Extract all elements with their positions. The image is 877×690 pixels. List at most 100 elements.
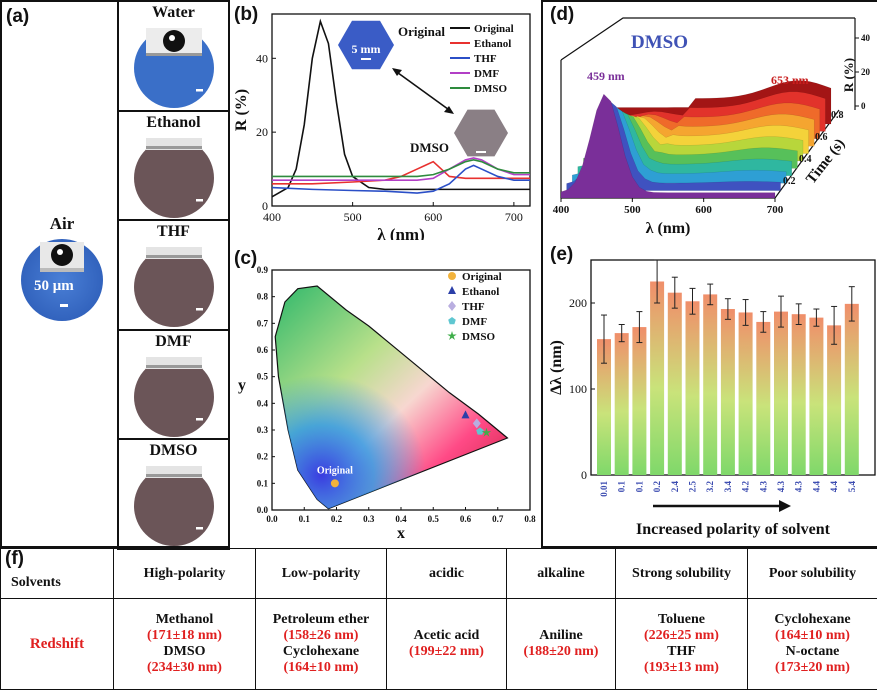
peak-label-blue: 459 nm (587, 69, 625, 83)
x-tick-label: 4.3 (794, 481, 804, 493)
x-tick-label: 3.4 (723, 481, 733, 493)
header-low-polarity: Low-polarity (256, 549, 387, 599)
solvent-name: Methanol (116, 612, 253, 628)
redshift-cell-5: Cyclohexane(164±10 nm)N-octane(173±20 nm… (748, 599, 877, 690)
inset-scale-bar (476, 151, 486, 153)
peak-label-red: 653 nm (771, 73, 809, 87)
bar (739, 312, 753, 475)
scale-bar (196, 199, 203, 202)
legend-entry: THF (462, 301, 485, 313)
y-tick-label: 0.3 (257, 425, 269, 435)
x-axis-label: λ (nm) (646, 220, 691, 237)
redshift-value: (226±25 nm) (618, 628, 745, 644)
x-tick-label: 4.2 (741, 481, 751, 493)
solvent-name: THF (618, 644, 745, 660)
header-acidic: acidic (387, 549, 507, 599)
substrate-edge (146, 146, 202, 149)
solvent-name: Acetic acid (389, 628, 504, 644)
bar (792, 314, 806, 475)
legend-entry: Original (474, 23, 514, 35)
thumbnail-label: Ethanol (119, 114, 228, 132)
inset-dmso-label: DMSO (410, 140, 449, 155)
substrate-edge (146, 53, 202, 56)
scale-bar (196, 418, 203, 421)
bar (809, 318, 823, 475)
x-tick-label: 700 (767, 204, 784, 216)
x-tick-label: 0.5 (428, 514, 440, 524)
x-tick-label: 600 (424, 210, 442, 224)
y-tick-label: 0.4 (257, 398, 269, 408)
polarity-arrow-label: Increased polarity of solvent (636, 521, 831, 538)
y-tick-label: 20 (256, 125, 268, 139)
solvent-name: Cyclohexane (258, 644, 384, 660)
x-tick-label: 2.4 (670, 481, 680, 493)
x-tick-label: 400 (553, 204, 570, 216)
header-poor-solubility: Poor solubility (748, 549, 877, 599)
x-tick-label: 500 (624, 204, 641, 216)
solvent-thumbnail-3: DMF (117, 329, 230, 441)
legend-entry: DMSO (474, 83, 507, 95)
header-high-polarity: High-polarity (114, 549, 256, 599)
redshift-value: (158±26 nm) (258, 628, 384, 644)
y-tick-label: 0 (581, 468, 587, 482)
air-label: Air (20, 214, 104, 234)
axis-frame-back (561, 18, 855, 60)
redshift-value: (173±20 nm) (750, 660, 875, 676)
bar (632, 327, 646, 475)
legend-entry: DMF (462, 316, 487, 328)
x-tick-label: 700 (505, 210, 523, 224)
solvent-name: Aniline (509, 628, 613, 644)
x-tick-label: 5.4 (847, 481, 857, 493)
r-axis-label: R (%) (841, 58, 856, 92)
bar (650, 282, 664, 476)
thumbnail-label: DMF (119, 333, 228, 351)
scale-bar (196, 527, 203, 530)
inset-scale-label: 5 mm (352, 42, 381, 56)
x-tick-label: 0.7 (492, 514, 504, 524)
solvent-thumbnail-0: Water (117, 0, 230, 112)
dmso-sample-hexagon (454, 110, 508, 157)
r-tick-label: 40 (861, 33, 871, 43)
x-tick-label: 4.3 (758, 481, 768, 493)
legend-entry: THF (474, 53, 497, 65)
bar (703, 294, 717, 475)
thumbnail-droplet-svg (124, 353, 224, 437)
y-tick-label: 0.8 (257, 292, 269, 302)
redshift-value: (164±10 nm) (750, 628, 875, 644)
x-tick-label: 0.1 (299, 514, 311, 524)
x-axis-label: x (397, 525, 405, 542)
solvent-thumbnail-4: DMSO (117, 438, 230, 550)
substrate-edge (146, 474, 202, 477)
time-tick-label: 0.8 (831, 110, 844, 121)
bar (827, 325, 841, 475)
x-tick-label: 0.4 (395, 514, 407, 524)
thumbnail-label: DMSO (119, 442, 228, 460)
redshift-cell-2: Acetic acid(199±22 nm) (387, 599, 507, 690)
x-tick-label: 500 (344, 210, 362, 224)
table-corner-cell: (f) Solvents (1, 549, 114, 599)
solvent-thumbnail-2: THF (117, 219, 230, 331)
bar (668, 293, 682, 475)
bar (756, 322, 770, 475)
substrate-edge (146, 255, 202, 258)
y-axis-label: Δλ (nm) (548, 340, 565, 395)
x-tick-label: 2.5 (688, 481, 698, 493)
solvent-name: Cyclohexane (750, 612, 875, 628)
y-tick-label: 100 (569, 382, 587, 396)
table-row: Redshift Methanol(171±18 nm)DMSO(234±30 … (1, 599, 877, 690)
scale-bar (196, 308, 203, 311)
redshift-value: (234±30 nm) (116, 660, 253, 676)
legend-entry: Ethanol (462, 286, 499, 298)
bar (721, 309, 735, 475)
legend-entry: DMSO (462, 331, 495, 343)
x-tick-label: 4.4 (811, 481, 821, 493)
r-tick-label: 20 (861, 67, 871, 77)
bar (686, 301, 700, 475)
bar (845, 304, 859, 475)
x-axis-label: λ (nm) (377, 225, 425, 240)
solvents-header: Solvents (11, 575, 61, 591)
y-tick-label: 40 (256, 51, 268, 65)
inset-original-label: Original (398, 24, 445, 39)
